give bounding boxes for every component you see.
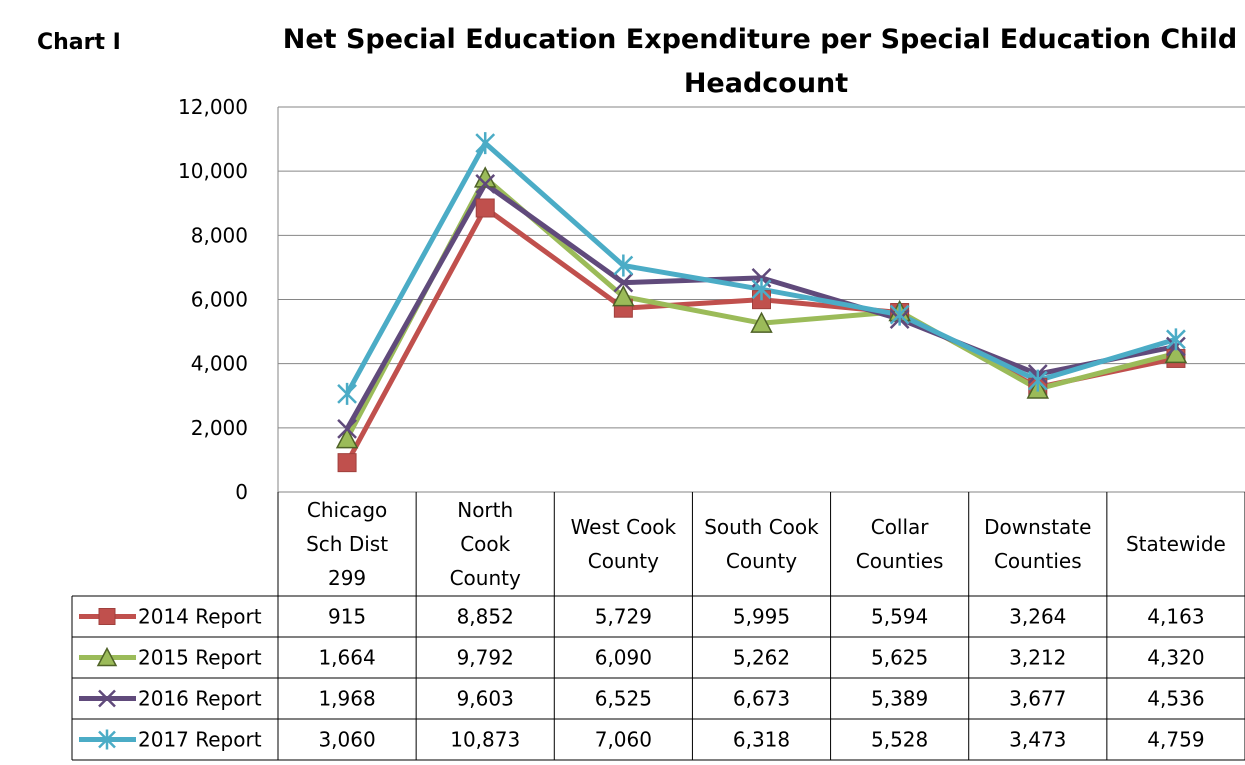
data-label: 5,528: [871, 728, 928, 752]
data-table: Chicago Sch Dist 299 North Cook County West Co…: [71, 492, 1245, 761]
x-tick-label: Chicago Sch Dist 299: [306, 498, 388, 590]
data-label: 7,060: [595, 728, 652, 752]
x-tick-label: Statewide: [1126, 532, 1226, 556]
x-tick-label: North Cook County: [450, 498, 521, 590]
chart-title-line-1: Net Special Education Expenditure per Sp…: [283, 24, 1237, 55]
data-label: 1,968: [318, 687, 375, 711]
y-tick-label: 8,000: [191, 223, 248, 247]
data-label: 4,163: [1147, 605, 1204, 629]
data-label: 3,060: [318, 728, 375, 752]
data-label: 5,389: [871, 687, 928, 711]
point-marker: [337, 382, 357, 405]
legend-entry: 2016 Report: [138, 687, 262, 711]
data-label: 1,664: [318, 646, 375, 670]
legend-entry: 2015 Report: [138, 646, 262, 670]
point-marker: [612, 285, 635, 307]
data-label: 4,759: [1147, 728, 1204, 752]
point-marker: [335, 427, 359, 449]
y-tick-label: 2,000: [191, 416, 248, 440]
point-marker: [750, 311, 773, 333]
point-marker: [98, 608, 116, 625]
point-marker: [337, 418, 357, 439]
data-label: 3,264: [1009, 605, 1066, 629]
data-label: 6,090: [595, 646, 652, 670]
data-label: 9,792: [457, 646, 514, 670]
chart-title-line-2: Headcount: [684, 68, 848, 99]
point-marker: [1166, 328, 1186, 351]
series-line: [344, 140, 1177, 396]
data-label: 5,995: [733, 605, 790, 629]
chart-label: Chart I: [37, 30, 121, 55]
legend-entry: 2017 Report: [138, 728, 262, 752]
legend-entry: 2014 Report: [138, 605, 262, 629]
series-line: [344, 205, 1177, 464]
data-label: 3,473: [1009, 728, 1066, 752]
point-marker: [1027, 369, 1048, 392]
point-marker: [98, 689, 116, 708]
point-marker: [98, 729, 116, 750]
plot-area: 0 2,000 4,000 6,000 8,000 10,000 12,000: [178, 95, 1245, 504]
data-label: 5,262: [733, 646, 790, 670]
point-marker: [96, 646, 118, 667]
x-tick-label: South Cook County: [704, 515, 819, 573]
data-label: 9,603: [457, 687, 514, 711]
x-tick-label: Collar Counties: [856, 515, 944, 573]
point-marker: [475, 198, 495, 218]
x-tick-label: West Cook County: [571, 515, 677, 573]
point-marker: [751, 278, 772, 301]
data-label: 5,729: [595, 605, 652, 629]
point-marker: [475, 174, 496, 194]
point-marker: [475, 132, 496, 155]
data-label: 6,525: [595, 687, 652, 711]
data-label: 6,673: [733, 687, 790, 711]
y-tick-label: 6,000: [191, 288, 248, 312]
point-marker: [613, 254, 634, 277]
point-marker: [613, 272, 634, 293]
x-tick-label: Downstate Counties: [984, 515, 1091, 573]
data-label: 3,677: [1009, 687, 1066, 711]
data-label: 5,594: [871, 605, 928, 629]
y-tick-label: 0: [235, 480, 248, 504]
data-label: 915: [328, 605, 366, 629]
data-label: 5,625: [871, 646, 928, 670]
data-label: 3,212: [1009, 646, 1066, 670]
data-label: 8,852: [457, 605, 514, 629]
point-marker: [889, 303, 910, 326]
data-label: 4,320: [1147, 646, 1204, 670]
point-marker: [337, 453, 357, 473]
y-tick-label: 10,000: [178, 159, 248, 183]
data-label: 4,536: [1147, 687, 1204, 711]
data-label: 10,873: [450, 728, 520, 752]
y-tick-label: 12,000: [178, 95, 248, 119]
data-label: 6,318: [733, 728, 790, 752]
y-tick-label: 4,000: [191, 352, 248, 376]
